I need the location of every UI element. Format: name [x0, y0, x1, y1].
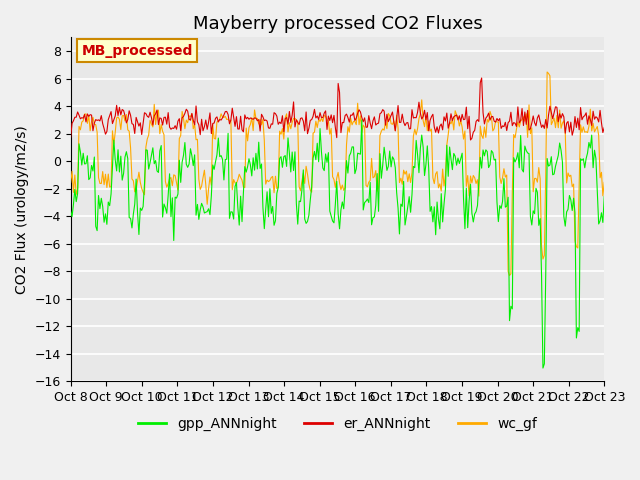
Text: MB_processed: MB_processed [81, 44, 193, 58]
Y-axis label: CO2 Flux (urology/m2/s): CO2 Flux (urology/m2/s) [15, 125, 29, 294]
Title: Mayberry processed CO2 Fluxes: Mayberry processed CO2 Fluxes [193, 15, 483, 33]
Legend: gpp_ANNnight, er_ANNnight, wc_gf: gpp_ANNnight, er_ANNnight, wc_gf [132, 411, 543, 436]
